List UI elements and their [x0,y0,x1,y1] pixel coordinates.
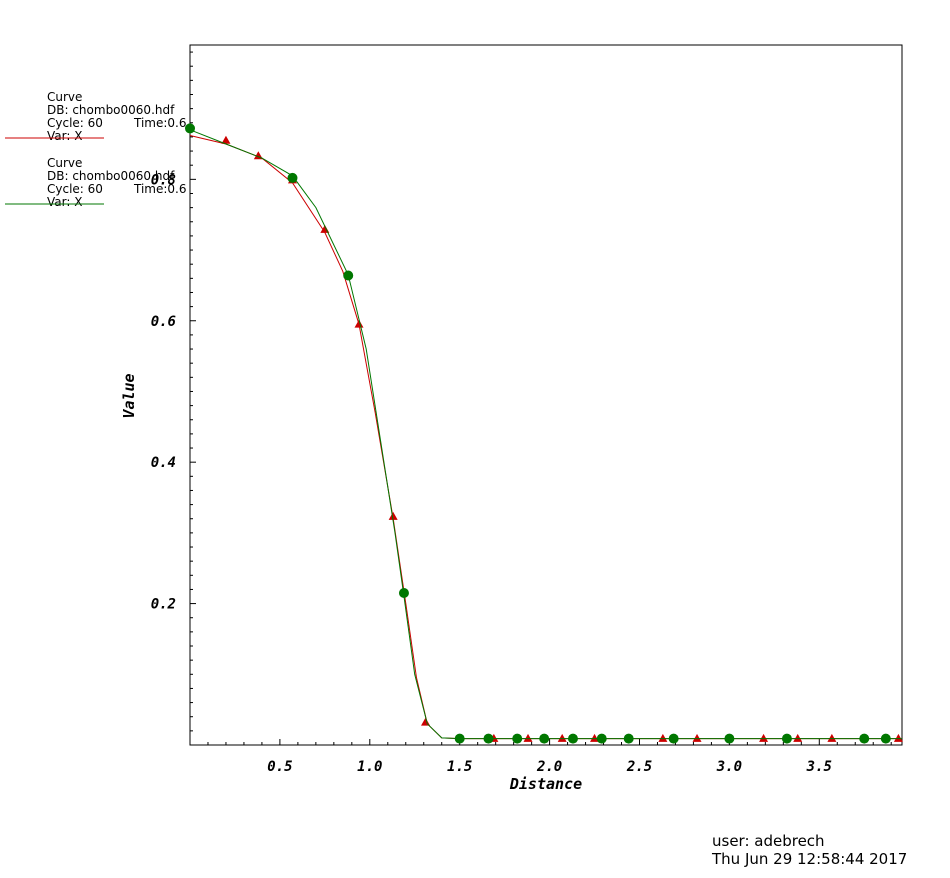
footer-user: user: adebrech [712,832,825,850]
series-1-marker [793,733,803,742]
y-tick-labels: 0.2 0.4 0.6 0.8 [151,172,176,612]
x-minor-ticks [207,739,892,745]
y-minor-ticks [190,51,196,732]
legend-entry-2: Curve DB: chombo0060.hdf Cycle: 60 Time:… [5,156,187,209]
y-axis-title: Value [120,373,138,418]
series-2-line [189,129,902,740]
series-1-marker [893,733,903,742]
series-1-marker [759,733,769,742]
series-2-marker [398,587,409,598]
series-2-marker [483,733,494,744]
y-tick-label: 0.4 [151,455,176,471]
legend-2-time: Time:0.6 [133,182,187,196]
series-2-marker [454,733,465,744]
series-2-marker [287,172,298,183]
series-2-marker [539,733,550,744]
legend-2-title: Curve [47,156,82,170]
legend-entry-1: Curve DB: chombo0060.hdf Cycle: 60 Time:… [5,90,187,143]
series-2-marker [567,733,578,744]
legend-1-cycle: Cycle: 60 [47,116,103,130]
series-1-marker [692,733,702,742]
series-1-line [189,135,902,740]
plot-frame [189,44,903,746]
x-tick-label: 1.5 [447,759,472,775]
x-tick-labels: 0.5 1.0 1.5 2.0 2.5 3.0 3.5 [267,759,832,775]
series-2-marker [781,733,792,744]
series-2-marker [724,733,735,744]
series-2-marker [623,733,634,744]
x-tick-label: 1.0 [357,759,382,775]
series-1-marker [658,733,668,742]
y-tick-label: 0.6 [151,314,176,330]
series-layer [185,123,903,744]
series-2-marker [668,733,679,744]
legend-1-db: DB: chombo0060.hdf [47,103,175,117]
x-tick-label: 0.5 [267,759,292,775]
footer-date: Thu Jun 29 12:58:44 2017 [711,850,907,868]
y-tick-label: 0.2 [151,597,176,613]
series-2-marker [185,123,195,134]
series-2-marker [596,733,607,744]
series-2-marker [343,270,354,281]
x-tick-label: 3.0 [716,759,742,775]
legend-1-title: Curve [47,90,82,104]
series-1-marker [221,135,231,144]
series-2-marker [859,733,870,744]
x-axis-title: Distance [509,775,582,793]
series-1-marker [523,733,533,742]
legend-2-var: Var: X [47,195,82,209]
series-1-marker [354,319,364,328]
series-2-marker [512,733,523,744]
series-1-marker [557,733,567,742]
series-1-marker [388,511,398,520]
legend-1-time: Time:0.6 [133,116,187,130]
x-tick-label: 2.0 [536,759,562,775]
x-tick-label: 2.5 [626,759,652,775]
series-1-marker [827,733,837,742]
legend-1-var: Var: X [47,129,82,143]
x-tick-label: 3.5 [806,759,832,775]
series-1-marker [590,733,600,742]
series-2-marker [880,733,891,744]
y-tick-label: 0.8 [151,172,176,188]
legend-2-db: DB: chombo0060.hdf [47,169,175,183]
legend-2-cycle: Cycle: 60 [47,182,103,196]
